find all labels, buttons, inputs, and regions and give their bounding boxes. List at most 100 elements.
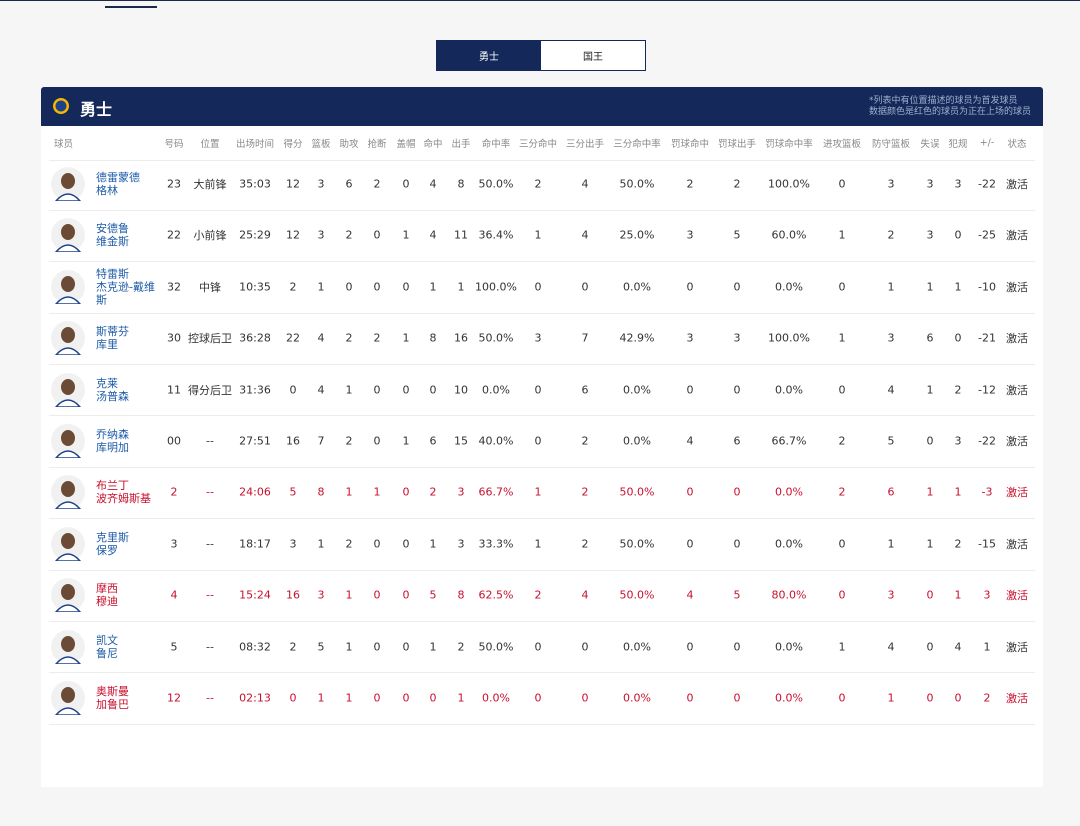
stat-cell: 0	[926, 691, 934, 705]
stat-cell: 2	[170, 485, 178, 499]
stat-cell: 36:28	[239, 331, 271, 345]
stat-cell: 4	[686, 434, 694, 448]
stat-cell: 24:06	[239, 485, 271, 499]
stat-cell: 0	[402, 691, 410, 705]
stat-cell: 50.0%	[478, 331, 514, 345]
column-header: +/-	[979, 137, 995, 149]
stat-cell: 62.5%	[478, 588, 514, 602]
name-line: 穆迪	[96, 595, 118, 609]
stat-cell: 2	[534, 588, 542, 602]
column-header: 号码	[164, 139, 184, 150]
player-name[interactable]: 摩西 穆迪	[96, 582, 118, 608]
stat-cell: 激活	[1006, 435, 1028, 448]
player-name[interactable]: 凯文 鲁尼	[96, 634, 118, 660]
name-line: 布兰丁	[96, 479, 129, 493]
stat-cell: 1	[373, 485, 381, 499]
stat-cell: 0	[402, 280, 410, 294]
stat-cell: 0.0%	[623, 434, 651, 448]
name-line: 汤普森	[96, 389, 129, 403]
stat-cell: 1	[534, 537, 542, 551]
stat-cell: 1	[887, 537, 895, 551]
player-name[interactable]: 克莱 汤普森	[96, 377, 129, 403]
stat-cell: 2	[581, 485, 589, 499]
stat-cell: --	[206, 691, 214, 705]
player-name[interactable]: 布兰丁 波齐姆斯基	[96, 479, 151, 505]
stat-cell: 12	[286, 228, 300, 242]
player-name[interactable]: 斯蒂芬 库里	[96, 325, 129, 351]
stat-cell: 35:03	[239, 177, 271, 191]
stat-cell: 大前锋	[193, 178, 227, 191]
player-avatar	[51, 681, 85, 715]
stat-cell: 0	[838, 280, 846, 294]
column-header: 三分命中率	[613, 139, 661, 150]
stat-cell: 6	[429, 434, 437, 448]
player-avatar	[51, 167, 85, 201]
team-logo	[53, 98, 69, 114]
stat-cell: 0	[581, 640, 589, 654]
player-name[interactable]: 奥斯曼 加鲁巴	[96, 685, 129, 711]
stat-cell: 0	[373, 280, 381, 294]
stat-cell: 2	[373, 177, 381, 191]
name-line: 波齐姆斯基	[96, 492, 151, 506]
name-line: 杰克逊-戴维	[96, 280, 155, 294]
stat-cell: 2	[581, 434, 589, 448]
stat-cell: 2	[887, 228, 895, 242]
name-line: 维金斯	[96, 235, 129, 249]
stat-cell: 2	[954, 383, 962, 397]
stat-cell: -22	[978, 177, 996, 191]
stat-cell: 0	[373, 640, 381, 654]
stat-cell: 0	[289, 383, 297, 397]
column-header: 三分出手	[565, 139, 605, 150]
name-line: 摩西	[96, 582, 118, 596]
stat-cell: 0.0%	[482, 383, 510, 397]
player-name[interactable]: 乔纳森 库明加	[96, 428, 129, 454]
player-name[interactable]: 特雷斯 杰克逊-戴维斯	[96, 267, 155, 306]
player-name[interactable]: 德雷蒙德 格林	[96, 171, 140, 197]
stat-cell: 2	[838, 434, 846, 448]
stat-cell: 2	[983, 691, 991, 705]
stat-cell: 0.0%	[775, 537, 803, 551]
column-header: 防守篮板	[871, 139, 911, 150]
player-name[interactable]: 克里斯 保罗	[96, 531, 129, 557]
name-line: 保罗	[96, 543, 118, 557]
stat-cell: 02:13	[239, 691, 271, 705]
stat-cell: 22	[167, 228, 181, 242]
column-header: 命中	[423, 139, 443, 150]
stat-cell: 0	[534, 383, 542, 397]
stat-cell: 6	[733, 434, 741, 448]
team-tab[interactable]: 国王	[541, 41, 645, 70]
stat-cell: 0	[686, 640, 694, 654]
stat-cell: 0	[534, 691, 542, 705]
stat-cell: 0	[402, 537, 410, 551]
stat-cell: 0	[402, 383, 410, 397]
row-divider	[49, 363, 1035, 365]
stat-cell: 8	[457, 177, 465, 191]
stat-cell: 10:35	[239, 280, 271, 294]
stat-cell: 100.0%	[768, 331, 810, 345]
stat-cell: 18:17	[239, 537, 271, 551]
stat-cell: 激活	[1006, 383, 1028, 397]
stat-cell: 2	[429, 485, 437, 499]
panel-header: 勇士 *列表中有位置描述的球员为首发球员 数据颜色是红色的球员为正在上场的球员	[41, 87, 1043, 126]
player-avatar	[51, 424, 85, 458]
column-header: 进攻篮板	[822, 139, 862, 150]
stat-cell: 0	[373, 383, 381, 397]
stat-cell: 42.9%	[619, 331, 655, 345]
stat-cell: 50.0%	[619, 588, 655, 602]
stat-cell: -12	[978, 383, 996, 397]
stat-cell: 3	[926, 228, 934, 242]
team-tab[interactable]: 勇士	[437, 41, 541, 70]
stat-cell: --	[206, 485, 214, 499]
name-line: 库里	[96, 338, 118, 352]
column-header: 罚球出手	[717, 139, 757, 150]
player-name[interactable]: 安德鲁 维金斯	[96, 222, 129, 248]
column-header: 助攻	[339, 139, 359, 150]
stat-cell: 0	[926, 434, 934, 448]
stat-cell: 2	[345, 228, 353, 242]
stat-cell: 4	[317, 383, 325, 397]
stat-cell: 1	[345, 640, 353, 654]
stat-cell: 66.7%	[478, 485, 514, 499]
stat-cell: 4	[581, 588, 589, 602]
stat-cell: 得分后卫	[188, 383, 232, 397]
panel-title: 勇士	[80, 100, 113, 119]
